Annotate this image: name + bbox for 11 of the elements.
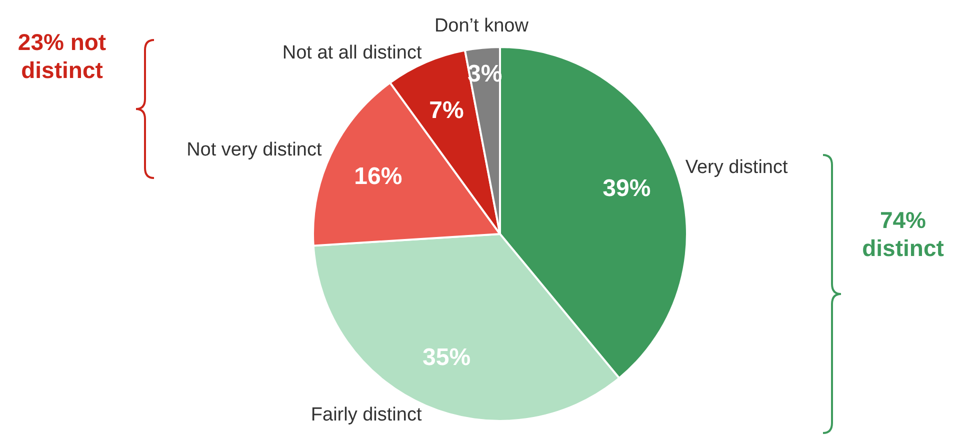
- slice-label: Not at all distinct: [282, 42, 422, 64]
- slice-label: Fairly distinct: [310, 404, 422, 426]
- data-label: 7%: [429, 96, 464, 124]
- slice-label: Not very distinct: [186, 140, 322, 161]
- slice-label: Don’t know: [434, 15, 529, 36]
- text: 23% not distinct: [18, 29, 106, 83]
- data-label: 16%: [354, 163, 402, 190]
- data-label: 35%: [422, 344, 471, 372]
- text: 74% distinct: [862, 207, 944, 261]
- slice-label: Very distinct: [685, 156, 789, 178]
- data-label: 39%: [602, 174, 651, 202]
